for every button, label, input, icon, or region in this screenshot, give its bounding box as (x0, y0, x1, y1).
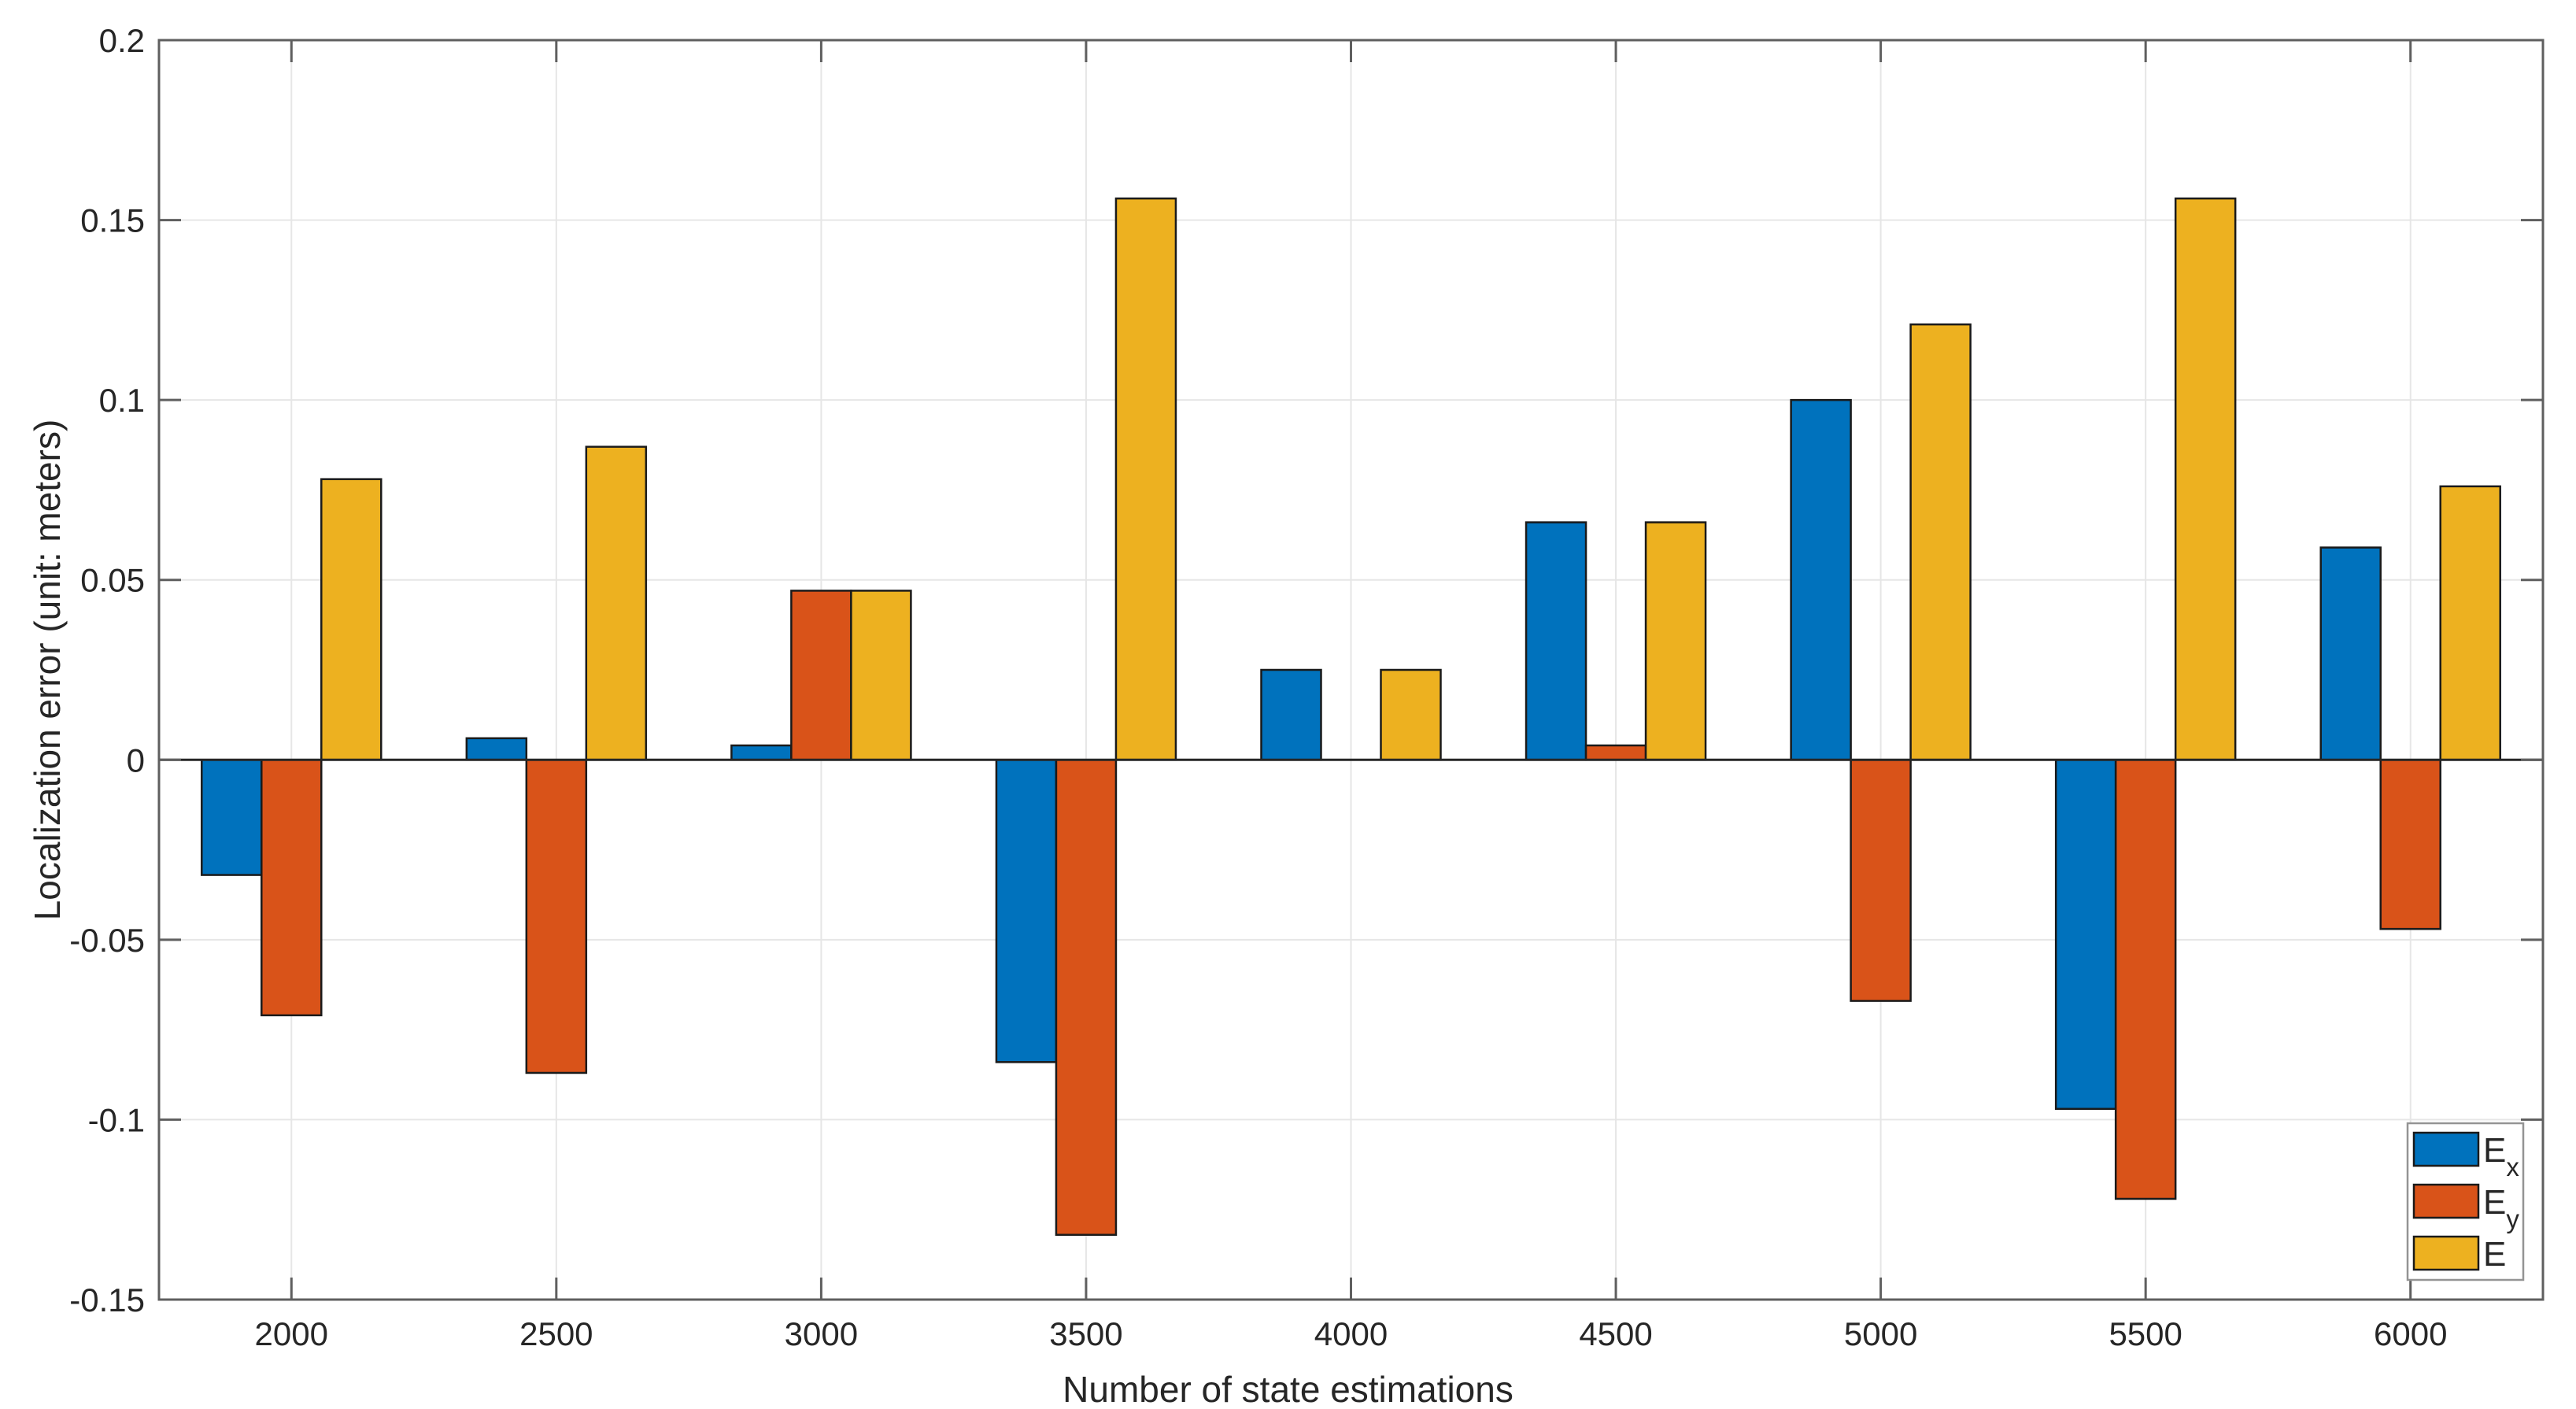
y-tick-label-0.05: 0.05 (80, 562, 145, 599)
y-tick-label--0.1: -0.1 (88, 1101, 145, 1138)
bar-E-3500 (1114, 197, 1177, 761)
y-tick-label--0.15: -0.15 (69, 1281, 145, 1318)
bar-E-5000 (1909, 323, 1972, 761)
x-axis-title: Number of state estimations (1063, 1369, 1513, 1409)
bar-E-3000 (850, 590, 912, 761)
bar-Ex-2000 (201, 759, 263, 876)
bar-Ex-4000 (1260, 668, 1322, 761)
bar-Ex-6000 (2319, 546, 2382, 761)
bar-Ex-3500 (995, 759, 1058, 1063)
bar-E-2000 (320, 478, 383, 761)
legend-swatch-Ey (2412, 1183, 2480, 1219)
bar-Ey-4500 (1584, 744, 1647, 761)
bar-Ey-2500 (525, 759, 588, 1074)
bar-Ex-3000 (730, 744, 793, 761)
legend-label-Ey: Ey (2483, 1183, 2519, 1233)
x-tick-label-3500: 3500 (1049, 1315, 1122, 1352)
bar-E-5500 (2174, 197, 2237, 761)
bar-Ey-5000 (1850, 759, 1912, 1002)
bar-Ex-5500 (2054, 759, 2117, 1110)
bar-Ex-5000 (1790, 398, 1852, 761)
bar-E-6000 (2439, 485, 2501, 761)
x-tick-label-2000: 2000 (255, 1315, 328, 1352)
bar-Ey-6000 (2379, 759, 2441, 930)
x-tick-label-2500: 2500 (519, 1315, 593, 1352)
x-tick-label-5500: 5500 (2108, 1315, 2182, 1352)
y-tick-label-0.1: 0.1 (99, 382, 145, 419)
x-tick-label-4500: 4500 (1579, 1315, 1652, 1352)
bar-Ey-3000 (790, 590, 852, 761)
bar-Ey-2000 (261, 759, 323, 1017)
legend-swatch-Ex (2412, 1131, 2480, 1167)
bar-Ey-5500 (2114, 759, 2177, 1200)
y-axis-title: Localization error (unit: meters) (27, 419, 68, 921)
legend-label-Ex: Ex (2483, 1131, 2519, 1182)
bar-Ex-2500 (465, 737, 528, 761)
x-tick-label-4000: 4000 (1314, 1315, 1388, 1352)
y-tick-label-0: 0 (127, 741, 145, 778)
y-tick-label--0.05: -0.05 (69, 922, 145, 959)
legend-label-E: E (2483, 1235, 2506, 1274)
bar-E-4000 (1380, 668, 1442, 761)
bar-E-2500 (585, 446, 648, 761)
y-tick-label-0.15: 0.15 (80, 202, 145, 239)
legend-swatch-E (2412, 1235, 2480, 1271)
x-tick-label-5000: 5000 (1844, 1315, 1917, 1352)
y-tick-label-0.2: 0.2 (99, 22, 145, 59)
bar-E-4500 (1644, 521, 1707, 761)
bar-Ex-4500 (1525, 521, 1587, 761)
bar-Ey-3500 (1055, 759, 1118, 1236)
x-tick-label-6000: 6000 (2374, 1315, 2447, 1352)
x-tick-label-3000: 3000 (785, 1315, 858, 1352)
